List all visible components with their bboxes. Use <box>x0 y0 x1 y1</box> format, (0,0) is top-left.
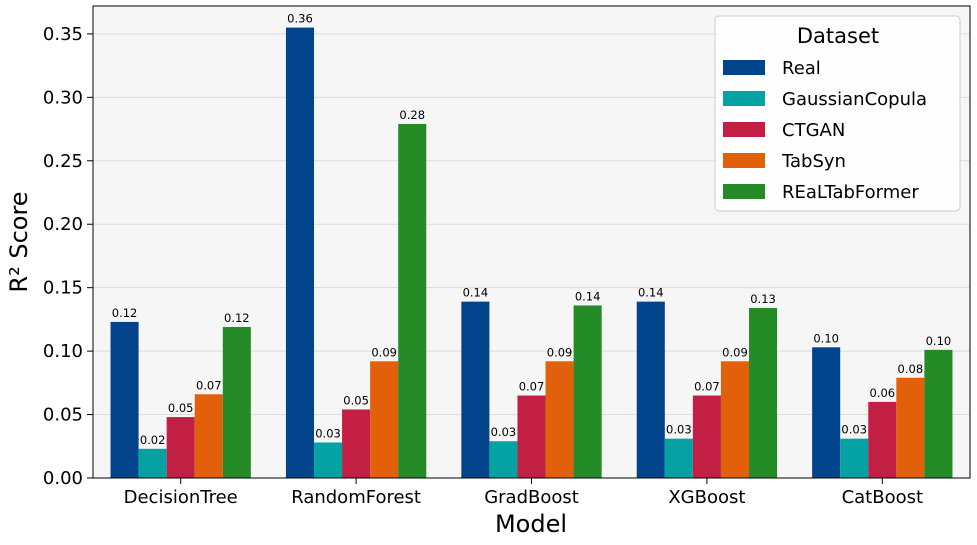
bar-value-label: 0.08 <box>898 362 924 376</box>
legend-label: REaLTabFormer <box>782 182 919 203</box>
bar <box>664 438 693 478</box>
bar <box>748 307 778 478</box>
y-tick-label: 0.35 <box>43 24 83 45</box>
bar <box>517 395 546 478</box>
legend-swatch <box>723 122 765 137</box>
y-tick-label: 0.30 <box>43 87 83 108</box>
bar <box>138 448 167 478</box>
bar <box>489 441 518 478</box>
bar-value-label: 0.09 <box>371 345 397 359</box>
bar <box>924 349 953 478</box>
legend-swatch <box>723 60 765 75</box>
bar <box>342 409 371 478</box>
bar <box>370 361 399 478</box>
bar-value-label: 0.03 <box>491 425 517 439</box>
bar-value-label: 0.03 <box>841 423 867 437</box>
bar-value-label: 0.07 <box>196 378 222 392</box>
bar-value-label: 0.02 <box>140 433 166 447</box>
bar <box>812 347 841 478</box>
legend-swatch <box>723 153 765 168</box>
bar <box>194 394 223 478</box>
bar-value-label: 0.14 <box>463 286 489 300</box>
y-tick-label: 0.15 <box>43 278 83 299</box>
bar <box>166 417 195 478</box>
legend-box <box>714 15 961 212</box>
bar-value-label: 0.09 <box>722 345 748 359</box>
bar-value-label: 0.09 <box>547 345 573 359</box>
bar <box>636 301 665 478</box>
bar <box>573 305 602 478</box>
bar-value-label: 0.07 <box>519 380 545 394</box>
bar <box>110 321 139 478</box>
bar-value-label: 0.07 <box>694 380 720 394</box>
x-tick-label: DecisionTree <box>124 487 238 508</box>
legend-label: Real <box>782 58 821 79</box>
bar-value-label: 0.14 <box>575 289 601 303</box>
bar <box>461 301 490 478</box>
y-tick-label: 0.20 <box>43 214 83 235</box>
bar-value-label: 0.12 <box>112 306 138 320</box>
bar <box>868 401 897 478</box>
bar-value-label: 0.10 <box>926 334 952 348</box>
legend: Dataset Real GaussianCopula CTGAN TabSyn REa… <box>714 15 961 212</box>
bar-value-label: 0.13 <box>750 292 776 306</box>
legend-swatch <box>723 91 765 106</box>
bar-value-label: 0.14 <box>638 286 664 300</box>
legend-label: GaussianCopula <box>782 89 927 110</box>
bar <box>896 377 925 478</box>
bar-value-label: 0.05 <box>168 401 194 415</box>
y-axis-title: R² Score <box>5 191 33 292</box>
x-axis-title: Model <box>495 510 567 538</box>
bar-value-label: 0.03 <box>666 423 692 437</box>
bar-value-label: 0.06 <box>869 386 895 400</box>
legend-title: Dataset <box>797 24 879 48</box>
legend-label: CTGAN <box>782 120 845 141</box>
bar-labels: 0.120.020.050.070.120.360.030.050.090.28… <box>112 12 951 447</box>
bar <box>222 327 251 478</box>
y-tick-label: 0.05 <box>43 405 83 426</box>
bar-value-label: 0.05 <box>343 393 369 407</box>
y-tick-label: 0.25 <box>43 151 83 172</box>
bar <box>720 361 749 478</box>
bar-value-label: 0.10 <box>813 331 839 345</box>
bar-value-label: 0.28 <box>399 108 425 122</box>
bar-value-label: 0.03 <box>315 426 341 440</box>
legend-items: Real GaussianCopula CTGAN TabSyn REaLTabForm… <box>723 58 927 203</box>
x-tick-label: GradBoost <box>484 487 579 508</box>
x-tick-label: RandomForest <box>291 487 421 508</box>
bar <box>314 442 343 478</box>
bar <box>545 361 574 478</box>
bar <box>692 395 721 478</box>
y-tick-label: 0.10 <box>43 341 83 362</box>
y-axis: 0.00 0.05 0.10 0.15 0.20 0.25 0.30 0.35 <box>43 24 93 489</box>
bar-value-label: 0.12 <box>224 311 250 325</box>
x-tick-label: XGBoost <box>668 487 745 508</box>
x-tick-label: CatBoost <box>842 487 923 508</box>
legend-label: TabSyn <box>781 151 846 172</box>
bar <box>285 27 315 479</box>
bars <box>110 27 953 479</box>
legend-swatch <box>723 184 765 199</box>
bar-value-label: 0.36 <box>287 12 313 26</box>
y-tick-label: 0.00 <box>43 468 83 489</box>
bar <box>398 124 427 478</box>
bar <box>840 438 869 478</box>
x-axis: DecisionTree RandomForest GradBoost XGBoost… <box>124 478 923 508</box>
